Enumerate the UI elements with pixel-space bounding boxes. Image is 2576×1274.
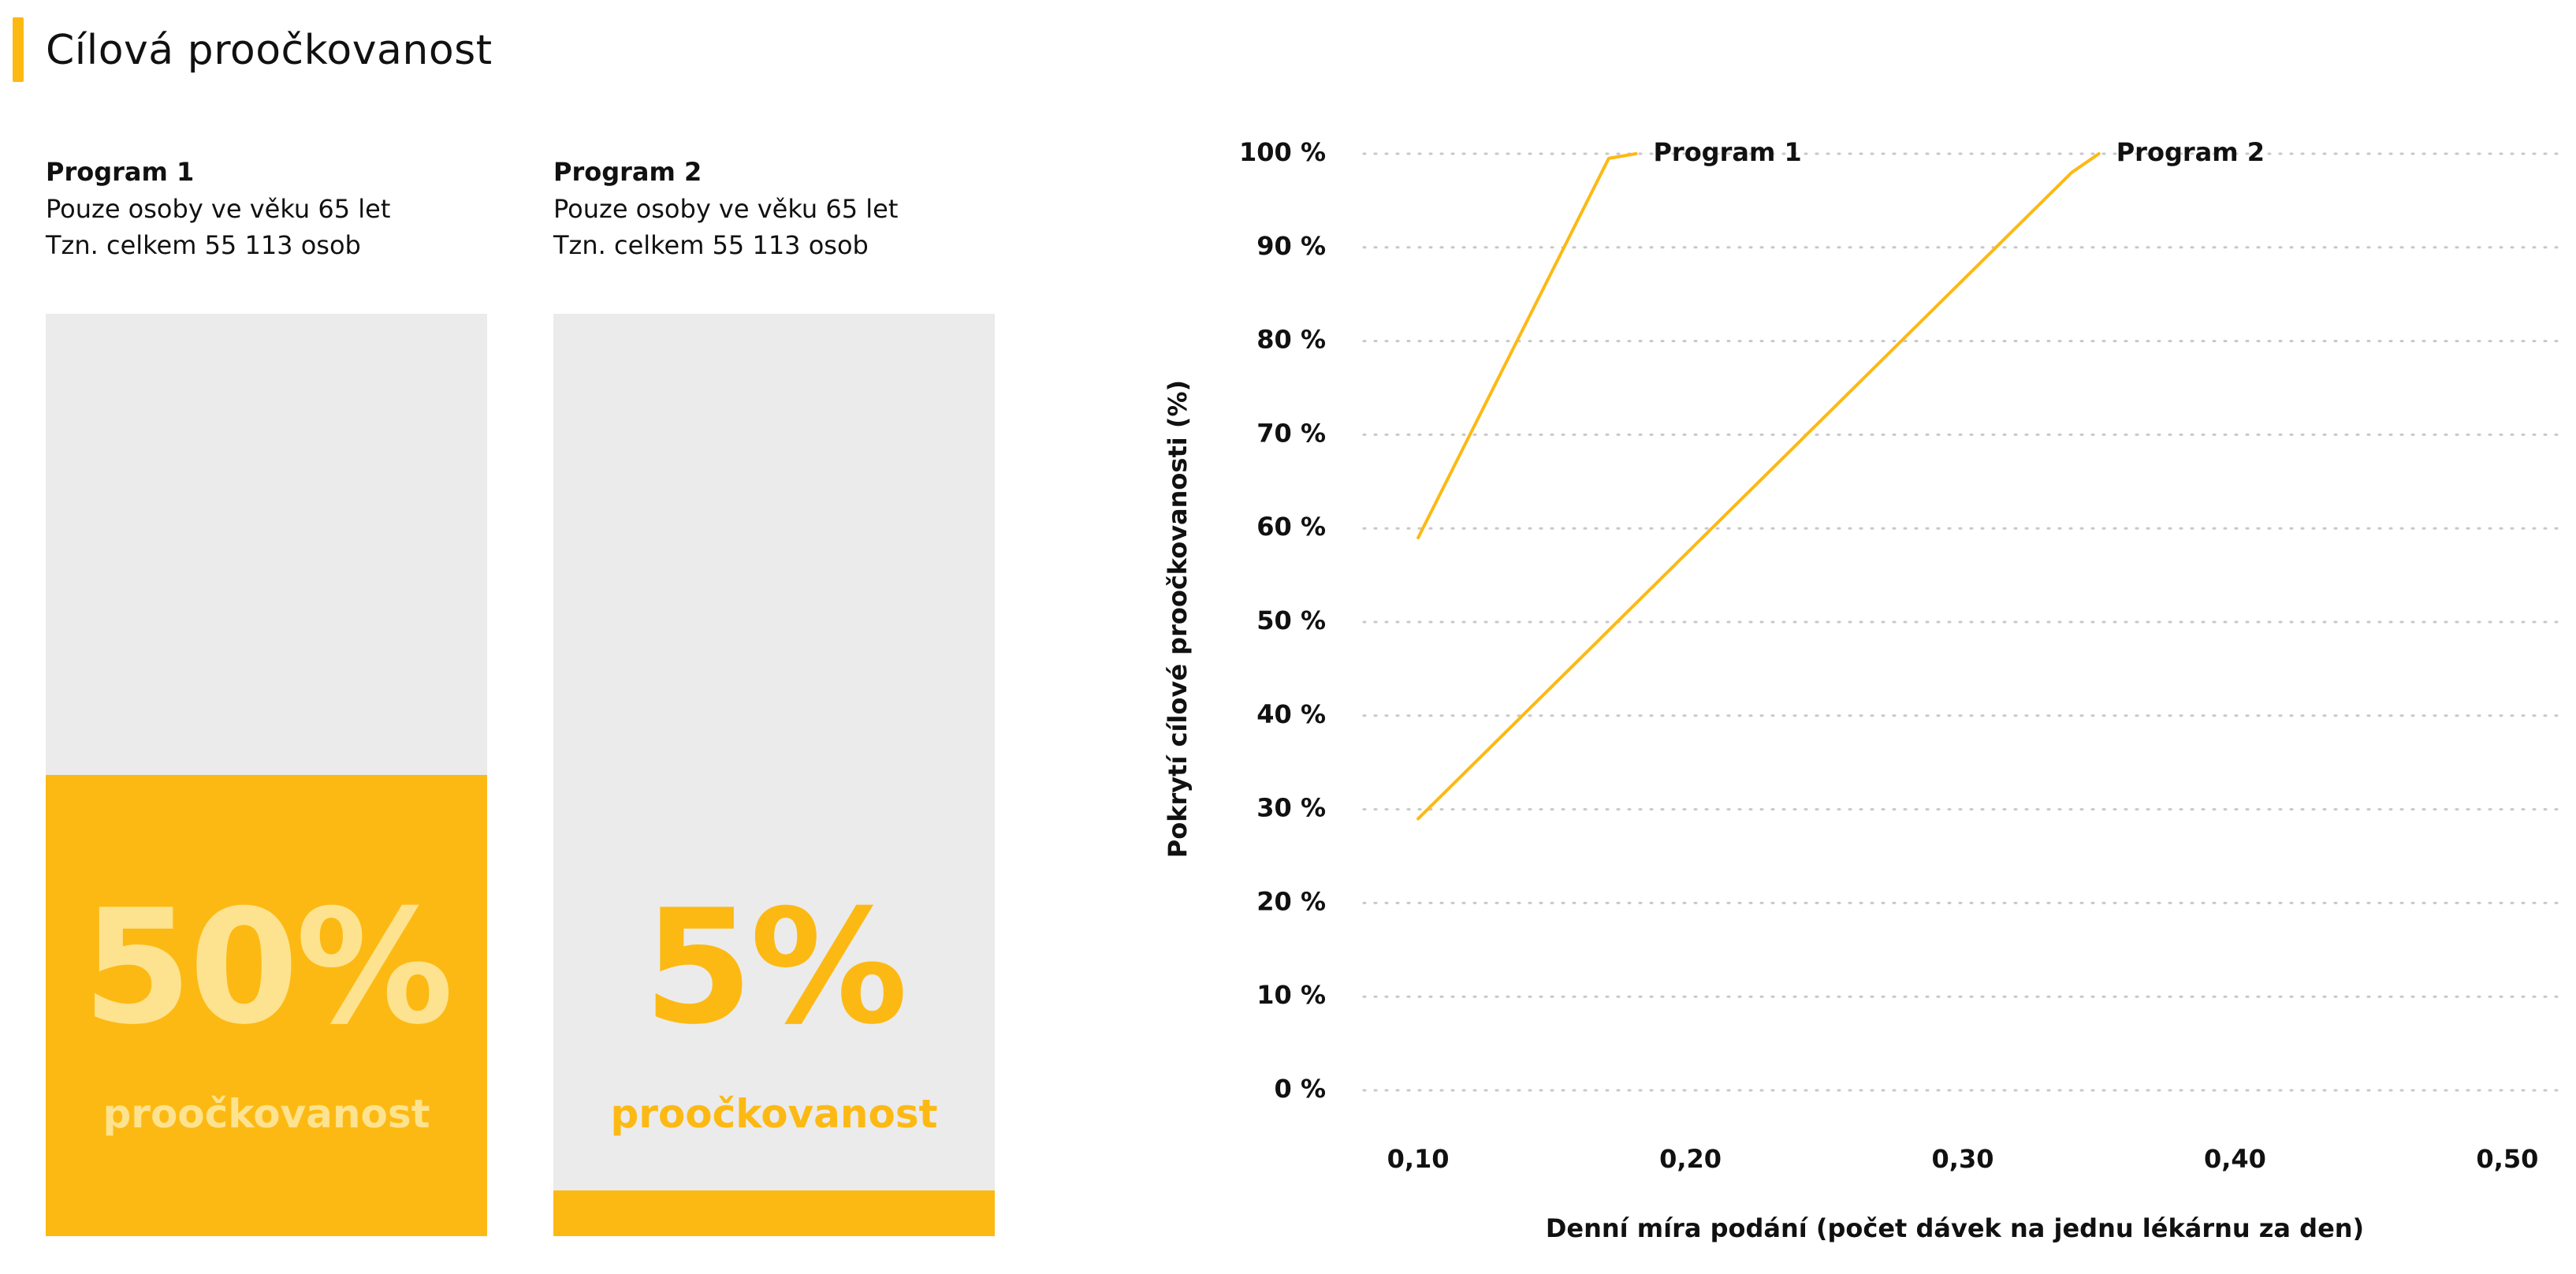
- program-2-coverage-label: proočkovanost: [610, 1091, 938, 1137]
- program-2-desc-line-2: Tzn. celkem 55 113 osob: [553, 230, 869, 260]
- series-label-program-1: Program 1: [1653, 137, 1801, 167]
- y-tick-label: 20 %: [1256, 886, 1326, 916]
- y-tick-label: 40 %: [1256, 699, 1326, 729]
- y-tick-label: 0 %: [1275, 1074, 1326, 1104]
- program-1-name: Program 1: [46, 157, 195, 187]
- program-2-coverage-value: 5%: [643, 876, 908, 1060]
- y-tick-label: 50 %: [1256, 605, 1326, 635]
- page-title: Cílová proočkovanost: [46, 27, 493, 74]
- x-tick-label: 0,30: [1932, 1144, 1994, 1174]
- x-tick-label: 0,40: [2204, 1144, 2266, 1174]
- program-2-desc-line-1: Pouze osoby ve věku 65 let: [553, 194, 899, 224]
- y-tick-label: 80 %: [1256, 325, 1326, 355]
- program-1-coverage-bar: 50% proočkovanost: [46, 314, 487, 1236]
- x-tick-label: 0,50: [2476, 1144, 2538, 1174]
- y-tick-label: 30 %: [1256, 793, 1326, 823]
- y-tick-label: 60 %: [1256, 512, 1326, 542]
- program-1-desc-line-1: Pouze osoby ve věku 65 let: [46, 194, 391, 224]
- coverage-line-chart: 0 % 10 % 20 % 30 % 40 % 50 % 60 % 70 % 80 % 90 % 1…: [1163, 137, 2563, 1243]
- program-1-coverage-label: proočkovanost: [102, 1091, 430, 1137]
- series-label-program-2: Program 2: [2116, 137, 2265, 167]
- y-tick-label: 10 %: [1256, 980, 1326, 1010]
- series-line-program-1: [1416, 152, 1638, 540]
- program-2-coverage-bar: 5% proočkovanost: [553, 314, 995, 1236]
- y-tick-label: 100 %: [1239, 137, 1326, 167]
- x-tick-label: 0,10: [1387, 1144, 1450, 1174]
- program-2-coverage-fill: [553, 1190, 995, 1236]
- x-tick-label: 0,20: [1659, 1144, 1722, 1174]
- y-tick-label: 90 %: [1256, 231, 1326, 261]
- program-1-info: Program 1 Pouze osoby ve věku 65 let Tzn…: [46, 153, 487, 263]
- title-accent-bar: [13, 17, 24, 82]
- y-axis-title: Pokrytí cílové proočkovanosti (%): [1163, 380, 1193, 858]
- program-2-info: Program 2 Pouze osoby ve věku 65 let Tzn…: [553, 153, 995, 263]
- program-1-coverage-fill: [46, 775, 487, 1236]
- series-line-program-2: [1416, 152, 2101, 821]
- program-1-coverage-value: 50%: [82, 876, 454, 1060]
- program-1-desc-line-2: Tzn. celkem 55 113 osob: [46, 230, 361, 260]
- x-axis-title: Denní míra podání (počet dávek na jednu …: [1546, 1213, 2364, 1243]
- y-tick-label: 70 %: [1256, 418, 1326, 448]
- program-2-name: Program 2: [553, 157, 702, 187]
